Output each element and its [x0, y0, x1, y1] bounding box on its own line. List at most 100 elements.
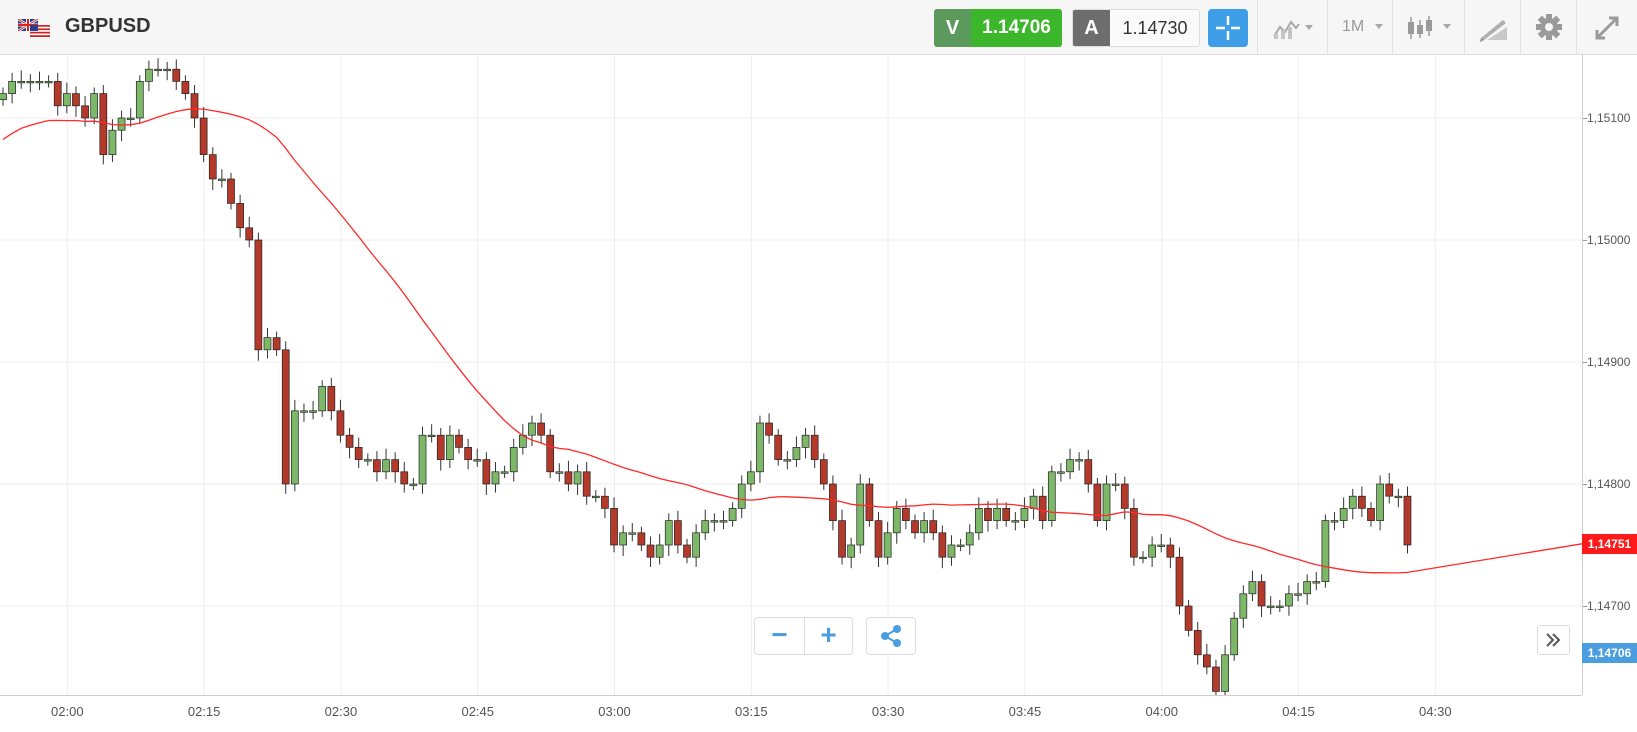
candle-up [509, 447, 518, 473]
price-chart[interactable] [0, 55, 1583, 703]
time-tick-label: 04:15 [1282, 704, 1315, 719]
candle-up [44, 81, 53, 84]
scroll-to-latest-button[interactable] [1537, 625, 1570, 655]
candle-down [464, 447, 472, 460]
candle-down [345, 434, 354, 448]
candle-up [746, 471, 755, 485]
candle-up [1339, 508, 1348, 521]
buy-button[interactable]: A 1.14730 [1072, 9, 1200, 47]
candle-up [90, 93, 99, 119]
candle-up [1075, 459, 1084, 462]
candle-up [1221, 654, 1229, 692]
candle-down [1120, 483, 1129, 509]
gbp-usd-flag-icon [17, 17, 50, 37]
candle-up [491, 471, 500, 485]
candle-up [1148, 544, 1156, 558]
candle-up [17, 81, 26, 84]
candle-down [391, 459, 400, 473]
candle-down [236, 203, 244, 229]
candle-up [1230, 617, 1239, 656]
sell-button[interactable]: V 1.14706 [934, 9, 1062, 47]
time-tick-label: 02:00 [51, 704, 84, 719]
candle-down [373, 459, 381, 473]
candle-down [929, 520, 938, 534]
candle-up [1348, 495, 1357, 509]
candle-up [135, 81, 144, 119]
price-tick-mark [1583, 240, 1587, 241]
timeframe-select[interactable]: 1M [1327, 0, 1392, 55]
candle-down [810, 434, 819, 460]
candle-down [1193, 630, 1202, 656]
candle-down [1202, 654, 1211, 668]
candle-down [1212, 666, 1220, 692]
symbol-title[interactable]: GBPUSD [65, 15, 151, 37]
candle-up [1285, 593, 1293, 607]
time-tick-label: 03:00 [598, 704, 631, 719]
drawing-tool-icon [1480, 20, 1507, 42]
time-tick-label: 02:45 [461, 704, 495, 719]
crosshair-button[interactable] [1208, 9, 1248, 47]
price-axis[interactable]: 1,15100 1,15000 1,14900 1,14800 1,14700 [1582, 55, 1637, 695]
candle-up [62, 93, 71, 107]
settings-button[interactable] [1520, 0, 1576, 55]
candle-up [309, 410, 317, 413]
candle-up [409, 483, 418, 486]
candle-up [446, 434, 454, 460]
candle-up [783, 459, 792, 462]
candlestick-icon [1408, 16, 1451, 39]
candle-up [1239, 593, 1248, 619]
candle-down [1184, 605, 1193, 631]
candle-down [829, 483, 837, 521]
price-tick-label: 1,14700 [1587, 599, 1631, 613]
candle-up [300, 410, 308, 413]
candle-up [892, 508, 901, 534]
time-axis[interactable]: 02:00 02:15 02:30 02:45 03:00 03:15 03:30 03:45… [0, 695, 1582, 732]
candle-up [701, 520, 710, 534]
chart-type-icon [1273, 20, 1313, 39]
chevron-down-icon [1375, 24, 1383, 29]
drawing-tools-button[interactable] [1464, 0, 1520, 55]
candle-down [245, 227, 254, 241]
candle-up [1066, 459, 1074, 473]
candle-up [363, 459, 372, 462]
candle-up [801, 434, 810, 448]
candle-up [993, 508, 1001, 521]
candle-down [938, 532, 947, 558]
zoom-in-button[interactable]: + [820, 619, 837, 650]
candle-up [591, 495, 600, 499]
candle-up [719, 520, 728, 523]
candle-up [0, 93, 7, 101]
chart-type-button[interactable] [1257, 0, 1327, 55]
candle-down [902, 508, 910, 521]
time-tick-label: 03:45 [1008, 704, 1042, 719]
candlestick-chart [0, 55, 1583, 703]
buy-tag: A [1073, 10, 1110, 46]
candle-down [865, 483, 874, 521]
candle-down [819, 459, 828, 485]
candle-up [847, 544, 856, 558]
candle-down [199, 117, 208, 155]
candle-up [664, 520, 673, 546]
candle-down [537, 422, 545, 436]
candle-down [272, 337, 281, 351]
candle-down [181, 81, 190, 94]
candle-down [1002, 508, 1011, 521]
candle-down [99, 93, 108, 155]
candle-down [546, 434, 555, 473]
time-tick-label: 03:15 [735, 704, 768, 719]
zoom-out-button[interactable]: − [755, 618, 805, 654]
candle-down [1084, 459, 1093, 485]
double-chevron-right-icon [1546, 633, 1561, 647]
candle-up [427, 434, 436, 438]
fullscreen-icon [1595, 16, 1619, 40]
candle-up [1330, 520, 1339, 523]
time-tick-label: 04:00 [1145, 704, 1179, 719]
candle-up [1266, 605, 1275, 608]
candle-down [327, 386, 336, 412]
candle-up [1248, 581, 1257, 595]
fullscreen-button[interactable] [1576, 0, 1637, 55]
candle-up [108, 129, 117, 155]
candle-style-button[interactable] [1392, 0, 1464, 55]
candle-up [290, 410, 299, 485]
share-button[interactable] [866, 617, 916, 655]
